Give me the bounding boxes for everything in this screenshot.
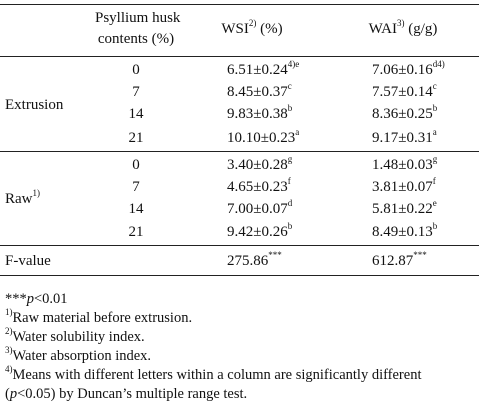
wai-cell: 8.36±0.25b <box>372 103 438 123</box>
header-content-line1: Psyllium husk <box>95 10 181 26</box>
wsi-cell: 10.10±0.23a <box>227 126 300 146</box>
table-row: 14 9.83±0.38b 8.36±0.25b <box>0 103 479 125</box>
table-row: 14 7.00±0.07d 5.81±0.22e <box>0 198 479 220</box>
wai-cell: 5.81±0.22e <box>372 197 437 217</box>
content-cell: 21 <box>128 129 144 146</box>
table-row: 21 10.10±0.23a 9.17±0.31a <box>0 125 479 151</box>
wsi-cell: 3.40±0.28g <box>227 153 293 173</box>
group-label-raw: Raw1) <box>5 188 40 208</box>
header-row: Psyllium husk contents (%) WSI2) (%) WAI… <box>0 4 479 57</box>
header-wsi-unit: (%) <box>256 21 283 37</box>
content-cell: 21 <box>128 224 144 241</box>
wsi-cell: 8.45±0.37c <box>227 81 292 101</box>
table-footnotes: ***p<0.01 1)Raw material before extrusio… <box>5 290 477 404</box>
content-cell: 14 <box>128 200 144 217</box>
wsi-cell: 7.00±0.07d <box>227 197 293 217</box>
wsi-cell: 4.65±0.23f <box>227 175 291 195</box>
fvalue-wsi: 275.86*** <box>227 249 282 269</box>
header-content: Psyllium husk contents (%) <box>95 5 181 57</box>
table-row: Raw1) 0 3.40±0.28g 1.48±0.03g <box>0 151 479 207</box>
table-row: 7 4.65±0.23f 3.81±0.07f <box>0 176 479 198</box>
wai-cell: 7.57±0.14c <box>372 81 437 101</box>
footnote-significance: ***p<0.01 <box>5 291 68 307</box>
content-cell: 0 <box>132 62 140 78</box>
content-cell: 14 <box>128 106 144 122</box>
content-cell: 7 <box>132 84 140 100</box>
table-row: Extrusion 0 6.51±0.244)e 7.06±0.16d4) <box>0 57 479 113</box>
wsi-cell: 9.42±0.26b <box>227 221 293 241</box>
group-label-extrusion: Extrusion <box>5 96 64 113</box>
wai-cell: 7.06±0.16d4) <box>372 59 445 79</box>
header-wai-unit: (g/g) <box>404 21 438 37</box>
fvalue-empty <box>95 246 177 276</box>
content-cell: 0 <box>132 156 140 173</box>
wai-cell: 3.81±0.07f <box>372 175 436 195</box>
wai-cell: 1.48±0.03g <box>372 153 438 173</box>
header-content-line2: contents (%) <box>97 31 175 47</box>
footnote-3: 3)Water absorption index. <box>5 345 152 364</box>
table-row: 21 9.42±0.26b 8.49±0.13b <box>0 220 479 246</box>
table-row: 7 8.45±0.37c 7.57±0.14c <box>0 81 479 103</box>
fvalue-wai: 612.87*** <box>372 249 427 269</box>
header-wai: WAI3) (g/g) <box>327 5 479 57</box>
footnote-4-continued: (p<0.05) by Duncan’s multiple range test… <box>5 386 248 402</box>
header-wsi-sup: 2) <box>248 18 257 28</box>
footnote-1: 1)Raw material before extrusion. <box>5 307 193 326</box>
header-group-cell <box>0 5 95 57</box>
wai-cell: 8.49±0.13b <box>372 221 438 241</box>
header-wai-label: WAI <box>368 21 397 37</box>
wsi-cell: 6.51±0.244)e <box>227 59 300 79</box>
wai-cell: 9.17±0.31a <box>372 126 437 146</box>
wsi-cell: 9.83±0.38b <box>227 103 293 123</box>
header-wsi: WSI2) (%) <box>177 5 327 57</box>
header-wsi-label: WSI <box>221 21 249 37</box>
fvalue-label: F-value <box>5 252 51 269</box>
footnote-4: 4)Means with different letters within a … <box>5 364 422 383</box>
header-wai-sup: 3) <box>396 18 405 28</box>
content-cell: 7 <box>132 178 140 195</box>
footnote-2: 2)Water solubility index. <box>5 326 145 345</box>
fvalue-row: F-value 275.86*** 612.87*** <box>0 246 479 276</box>
data-table: Psyllium husk contents (%) WSI2) (%) WAI… <box>0 4 479 276</box>
